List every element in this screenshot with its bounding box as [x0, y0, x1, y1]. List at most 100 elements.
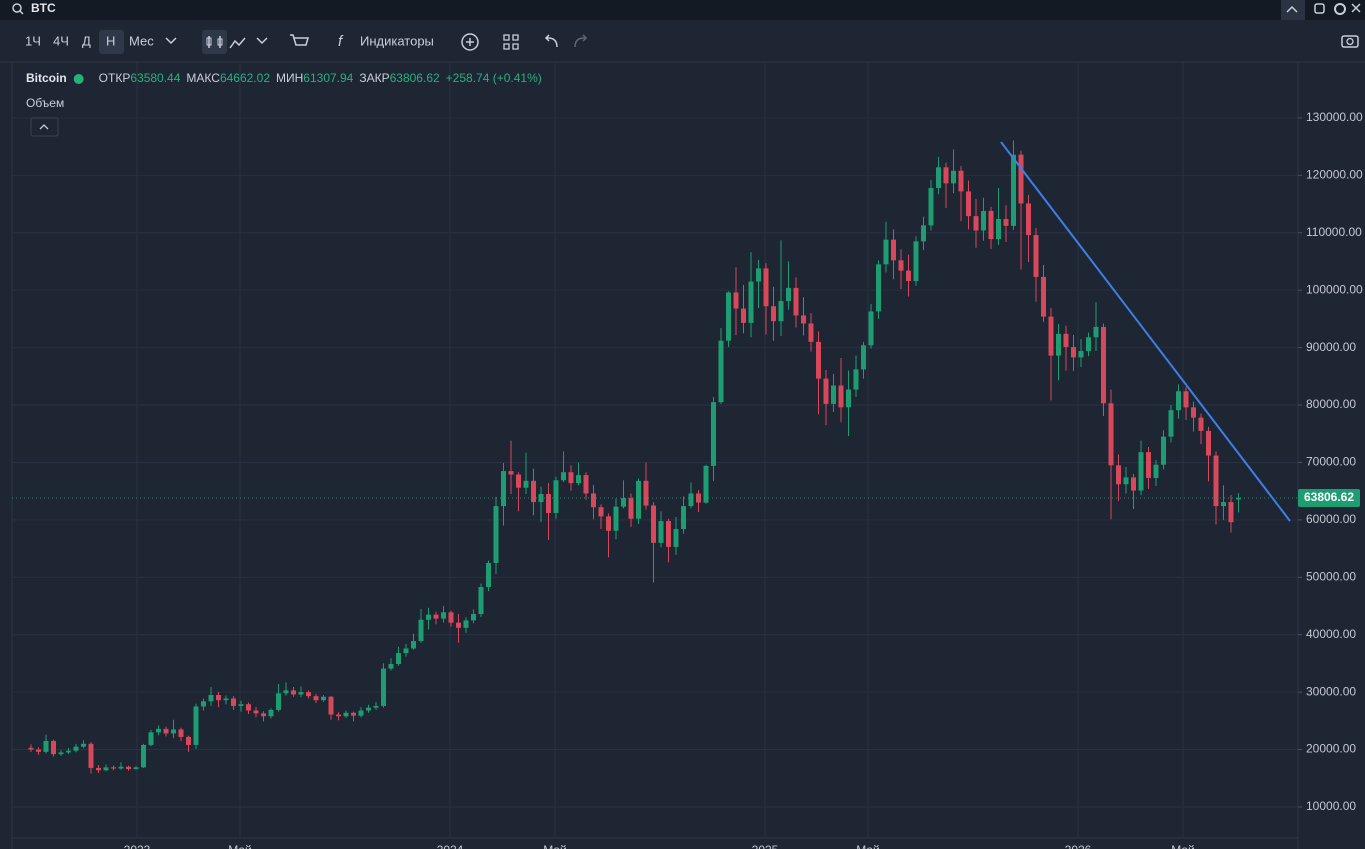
candle-body: [261, 713, 266, 717]
trend-line[interactable]: [1000, 141, 1291, 522]
close-button[interactable]: [1351, 3, 1361, 13]
y-tick-label: 120000.00: [1306, 168, 1363, 182]
close-label: ЗАКР: [359, 71, 389, 85]
volume-label: Объем: [26, 96, 64, 110]
candle-body: [1161, 436, 1166, 465]
candle-body: [981, 210, 986, 231]
candle-body: [1056, 333, 1061, 356]
candle-body: [898, 260, 904, 271]
redo-button[interactable]: [574, 34, 588, 48]
x-tick-label: 2024: [437, 843, 464, 849]
interval-active: [99, 30, 124, 54]
symbol[interactable]: BTC: [31, 1, 56, 15]
candle-body: [808, 323, 814, 342]
candle-body: [561, 472, 566, 481]
candle-body: [613, 506, 619, 531]
candle-body: [546, 494, 551, 513]
dropdown-icon[interactable]: [256, 37, 268, 45]
screenshot-button[interactable]: [1341, 35, 1359, 48]
undo-button[interactable]: [544, 34, 558, 48]
candle-body: [88, 743, 94, 768]
candle-body: [456, 622, 461, 628]
candle-body: [951, 170, 956, 184]
candle-body: [36, 749, 41, 752]
candle-body: [1213, 455, 1219, 507]
candle-body: [471, 614, 476, 621]
candle-body: [651, 505, 656, 543]
candle-body: [388, 663, 394, 669]
interval-button[interactable]: Мес: [129, 33, 154, 48]
layout-button[interactable]: [503, 34, 519, 50]
y-tick-label: 90000.00: [1306, 340, 1356, 354]
candle-body: [936, 167, 941, 188]
candle-body: [921, 225, 926, 242]
candle-body: [223, 698, 229, 701]
candle-body: [868, 311, 874, 346]
candle-body: [1101, 326, 1106, 404]
candle-body: [283, 690, 289, 694]
candle-body: [118, 766, 124, 769]
symbol-name: Bitcoin: [26, 71, 67, 85]
collapse-button[interactable]: [1281, 0, 1305, 20]
candle-body: [1048, 316, 1054, 356]
candle-body: [148, 732, 154, 745]
interval-button[interactable]: 4Ч: [53, 33, 69, 48]
candle-body: [96, 767, 101, 771]
candle-body: [1206, 430, 1211, 456]
x-tick-label: Май: [543, 843, 567, 849]
candle-body: [1116, 465, 1121, 485]
candle-body: [786, 287, 791, 302]
candle-body: [58, 752, 64, 755]
candle-body: [231, 698, 236, 706]
candle-body: [216, 695, 221, 701]
dropdown-icon[interactable]: [165, 37, 177, 45]
candle-body: [208, 695, 214, 702]
candle-body: [778, 301, 784, 322]
candle-body: [493, 506, 499, 563]
collapse-legend[interactable]: [30, 117, 59, 137]
interval-button[interactable]: 1Ч: [25, 33, 41, 48]
candle-body: [178, 729, 184, 737]
candle-body: [853, 369, 859, 390]
candle-body: [396, 653, 401, 664]
candle-body: [66, 750, 71, 753]
add-button[interactable]: [461, 33, 479, 51]
y-tick-label: 10000.00: [1306, 799, 1356, 813]
search-icon: [19, 10, 24, 15]
cart-icon[interactable]: [290, 34, 309, 46]
candle-body: [1033, 235, 1039, 277]
interval-button[interactable]: Д: [82, 33, 91, 48]
window-button[interactable]: [1314, 3, 1325, 14]
candle-body: [516, 474, 521, 488]
candle-body: [658, 521, 664, 543]
candle-body: [508, 471, 514, 475]
settings-button[interactable]: [1334, 3, 1346, 15]
candle-body: [1123, 477, 1129, 485]
candle-body: [81, 743, 86, 747]
candle-body: [1093, 326, 1099, 338]
candle-body: [846, 389, 851, 408]
last-price-label: 63806.62: [1304, 490, 1354, 504]
candle-body: [741, 308, 746, 323]
interval-button[interactable]: Н: [106, 33, 115, 48]
candle-body: [1146, 452, 1151, 478]
candle-body: [598, 507, 604, 517]
candle-body: [831, 385, 836, 404]
area-icon[interactable]: [229, 37, 246, 49]
candle-body: [1236, 498, 1241, 500]
candle-body: [801, 315, 806, 324]
candle-body: [1168, 410, 1174, 437]
candle-body: [1071, 347, 1076, 358]
indicators-button[interactable]: Индикаторы: [360, 33, 434, 48]
fx-icon: f: [338, 33, 344, 50]
change-value: +258.74 (+0.41%): [446, 71, 542, 85]
low-label: МИН: [276, 71, 303, 85]
candle-body: [681, 506, 686, 530]
candle-body: [156, 728, 161, 733]
candle-body: [73, 746, 79, 751]
candle-body: [1108, 403, 1114, 466]
search-bar[interactable]: [0, 0, 1365, 20]
candle-body: [441, 612, 446, 619]
chart-type-button[interactable]: [202, 30, 227, 54]
candle-body: [1041, 276, 1046, 317]
